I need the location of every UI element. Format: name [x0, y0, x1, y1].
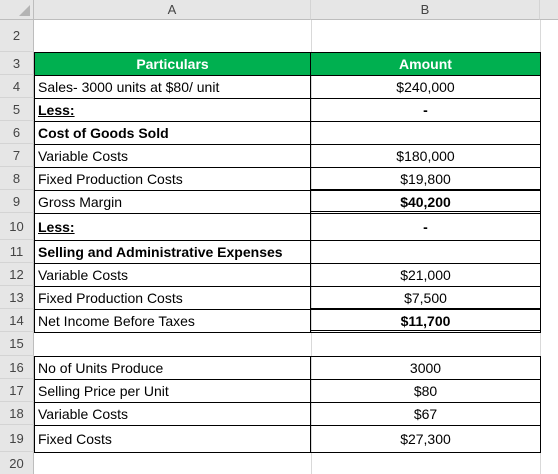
row-separator [34, 379, 541, 380]
row-header-3[interactable]: 3 [0, 52, 34, 75]
column-header-b[interactable]: B [311, 0, 540, 20]
row-header-6[interactable]: 6 [0, 121, 34, 144]
cell-b4[interactable]: $240,000 [396, 78, 455, 95]
cell-a17[interactable]: Selling Price per Unit [38, 382, 169, 399]
row-separator [34, 425, 541, 426]
double-underline-gross-margin [311, 211, 540, 212]
row-header-20[interactable]: 20 [0, 452, 34, 474]
cell-a3-particulars-header[interactable]: Particulars [34, 52, 311, 75]
row-header-19[interactable]: 19 [0, 425, 34, 452]
cell-a19[interactable]: Fixed Costs [38, 430, 112, 447]
cell-a20[interactable] [34, 452, 311, 474]
cell-b2[interactable] [311, 20, 540, 52]
cell-a8[interactable]: Fixed Production Costs [38, 170, 183, 187]
cell-b5[interactable]: - [423, 101, 428, 118]
column-header-a[interactable]: A [34, 0, 311, 20]
cell-a6[interactable]: Cost of Goods Sold [38, 124, 169, 141]
row-header-8[interactable]: 8 [0, 167, 34, 190]
cell-a15[interactable] [34, 332, 311, 356]
cell-a10[interactable]: Less: [38, 218, 75, 235]
cell-a5[interactable]: Less: [38, 101, 75, 118]
select-all-triangle-icon [19, 5, 30, 16]
row-header-18[interactable]: 18 [0, 402, 34, 425]
cell-a16[interactable]: No of Units Produce [38, 359, 164, 376]
cell-b8[interactable]: $19,800 [400, 170, 451, 187]
cell-b10[interactable]: - [423, 218, 428, 235]
cell-b13[interactable]: $7,500 [404, 289, 447, 306]
row-separator [34, 263, 541, 264]
row-header-9[interactable]: 9 [0, 190, 34, 213]
row-header-11[interactable]: 11 [0, 240, 34, 263]
cell-a12[interactable]: Variable Costs [38, 266, 129, 283]
cell-b17[interactable]: $80 [413, 382, 438, 399]
row-separator [34, 167, 541, 168]
column-header-next[interactable] [540, 0, 558, 20]
row-header-15[interactable]: 15 [0, 332, 34, 356]
table-divider-main [310, 52, 311, 333]
row-header-4[interactable]: 4 [0, 75, 34, 98]
table-divider-units [310, 356, 311, 453]
cell-a2[interactable] [34, 20, 311, 52]
row-header-5[interactable]: 5 [0, 98, 34, 121]
cell-b11[interactable] [311, 240, 540, 263]
cell-b7[interactable]: $180,000 [396, 147, 455, 164]
row-header-17[interactable]: 17 [0, 379, 34, 402]
row-separator [34, 286, 541, 287]
cell-b19[interactable]: $27,300 [400, 430, 451, 447]
cell-b9[interactable]: $40,200 [400, 193, 451, 210]
row-header-14[interactable]: 14 [0, 309, 34, 332]
row-separator [34, 75, 541, 76]
cell-a11[interactable]: Selling and Administrative Expenses [38, 243, 283, 260]
cell-b3-amount-header[interactable]: Amount [311, 52, 540, 75]
row-separator [34, 144, 541, 145]
row-header-2[interactable]: 2 [0, 20, 34, 52]
row-separator [34, 309, 541, 310]
total-line-net-income [311, 308, 540, 309]
row-separator [34, 190, 541, 191]
gridline [540, 20, 541, 474]
cell-a4[interactable]: Sales- 3000 units at $80/ unit [38, 78, 220, 95]
row-separator [34, 98, 541, 99]
row-header-12[interactable]: 12 [0, 263, 34, 286]
cell-b18[interactable]: $67 [413, 405, 438, 422]
cell-a13[interactable]: Fixed Production Costs [38, 289, 183, 306]
select-all-corner[interactable] [0, 0, 34, 20]
cell-a18[interactable]: Variable Costs [38, 405, 129, 422]
total-line-gross-margin [311, 189, 540, 190]
cell-b20[interactable] [311, 452, 540, 474]
cell-b15[interactable] [311, 332, 540, 356]
row-header-7[interactable]: 7 [0, 144, 34, 167]
row-header-16[interactable]: 16 [0, 356, 34, 379]
double-underline-net-income [311, 330, 540, 331]
cell-b12[interactable]: $21,000 [400, 266, 451, 283]
cell-b6[interactable] [311, 121, 540, 144]
cell-b16[interactable]: 3000 [409, 359, 442, 376]
row-separator [34, 402, 541, 403]
cell-a9[interactable]: Gross Margin [38, 193, 123, 210]
row-header-13[interactable]: 13 [0, 286, 34, 309]
gridline [311, 20, 312, 474]
row-separator [34, 240, 541, 241]
row-separator [34, 213, 541, 214]
cell-a14[interactable]: Net Income Before Taxes [38, 312, 195, 329]
cell-b14[interactable]: $11,700 [400, 312, 451, 329]
row-separator [34, 121, 541, 122]
cell-a7[interactable]: Variable Costs [38, 147, 129, 164]
row-header-10[interactable]: 10 [0, 213, 34, 240]
